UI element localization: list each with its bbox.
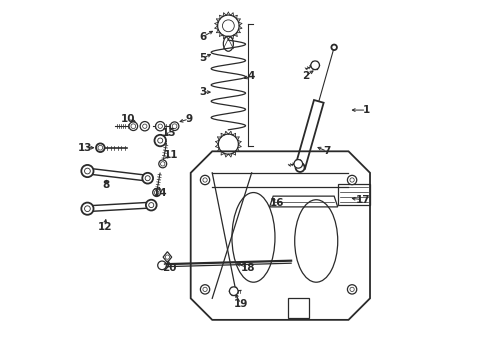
Circle shape — [159, 160, 166, 168]
Circle shape — [152, 189, 160, 197]
Circle shape — [346, 175, 356, 185]
Text: 11: 11 — [163, 150, 178, 160]
Circle shape — [310, 61, 319, 69]
Circle shape — [293, 159, 302, 168]
Circle shape — [129, 122, 137, 131]
Circle shape — [331, 45, 336, 50]
Text: 20: 20 — [162, 263, 176, 273]
Text: 16: 16 — [269, 198, 284, 208]
Text: 3: 3 — [199, 87, 206, 97]
Text: 9: 9 — [185, 114, 192, 124]
Text: 5: 5 — [199, 53, 206, 63]
Text: 15: 15 — [162, 129, 176, 138]
Circle shape — [158, 261, 166, 270]
Circle shape — [295, 163, 304, 172]
Circle shape — [145, 200, 156, 211]
Text: 2: 2 — [301, 71, 308, 81]
Circle shape — [200, 285, 209, 294]
Circle shape — [140, 122, 149, 131]
Circle shape — [154, 135, 165, 146]
Text: 12: 12 — [97, 222, 112, 231]
Text: 4: 4 — [247, 71, 255, 81]
Text: 18: 18 — [241, 263, 255, 273]
Circle shape — [200, 175, 209, 185]
Text: 10: 10 — [121, 114, 135, 124]
Circle shape — [96, 143, 104, 152]
Circle shape — [81, 165, 93, 177]
Circle shape — [81, 203, 93, 215]
Text: 6: 6 — [199, 32, 206, 41]
Bar — [337, 184, 369, 205]
Circle shape — [229, 287, 238, 296]
Text: 1: 1 — [362, 105, 369, 115]
Circle shape — [170, 122, 179, 131]
Circle shape — [346, 285, 356, 294]
Text: 14: 14 — [153, 188, 167, 198]
Circle shape — [142, 173, 153, 184]
Text: 7: 7 — [323, 146, 330, 156]
Polygon shape — [163, 252, 171, 262]
Text: 17: 17 — [355, 195, 369, 205]
Bar — [287, 298, 308, 318]
Text: 8: 8 — [102, 180, 110, 190]
Text: 19: 19 — [233, 299, 247, 309]
Text: 13: 13 — [78, 143, 92, 153]
Circle shape — [155, 122, 164, 131]
